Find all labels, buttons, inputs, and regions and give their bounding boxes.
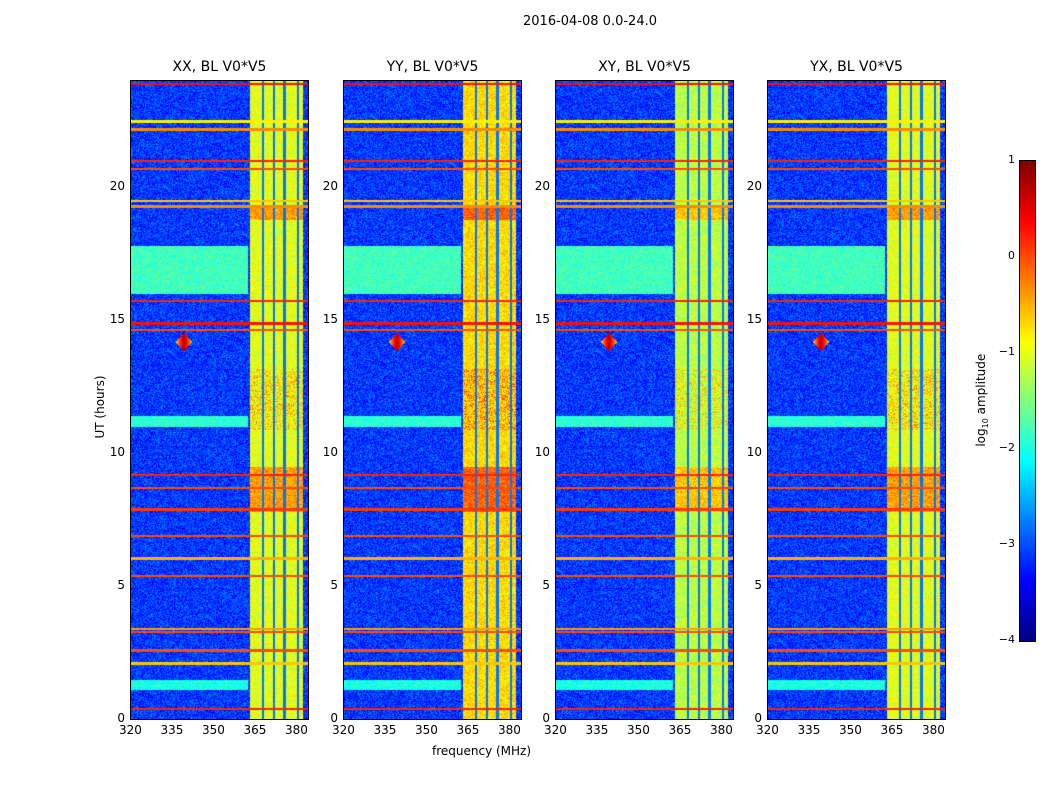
y-tick-label: 0 — [542, 711, 550, 725]
x-tick-label: 365 — [456, 723, 480, 737]
y-tick-label: 15 — [109, 312, 125, 327]
panel-3: YX, BL V0*V5 320 335 350 365 380 0 5 10 15 20 — [747, 59, 946, 737]
panel-0: XX, BL V0*V5 320 335 350 365 380 0 5 10 15 20 — [110, 59, 309, 737]
colorbar-label: log10 amplitude — [973, 353, 991, 447]
x-tick-label: 365 — [880, 723, 904, 737]
waterfall-heatmap — [344, 81, 521, 719]
y-tick-label: 0 — [754, 711, 762, 725]
panel-title: XX, BL V0*V5 — [172, 59, 267, 75]
x-axis-label: frequency (MHz) — [432, 744, 532, 758]
waterfall-heatmap — [768, 81, 945, 719]
panel-2: XY, BL V0*V5 320 335 350 365 380 0 5 10 15 20 — [535, 59, 734, 737]
y-tick-label: 20 — [534, 179, 550, 194]
colorbar-tick-label: −3 — [998, 537, 1015, 550]
x-tick-label: 380 — [284, 723, 308, 737]
y-tick-label: 10 — [534, 445, 550, 460]
y-tick-label: 15 — [746, 312, 762, 327]
waterfall-heatmap — [131, 81, 308, 719]
y-tick-label: 15 — [534, 312, 550, 327]
y-tick-label: 20 — [746, 179, 762, 194]
y-tick-label: 20 — [322, 179, 338, 194]
x-tick-label: 350 — [838, 723, 862, 737]
y-tick-label: 5 — [117, 578, 125, 593]
figure-title: 2016-04-08 0.0-24.0 — [523, 14, 657, 29]
x-tick-label: 320 — [756, 723, 779, 737]
colorbar-tick-label: −4 — [998, 633, 1015, 646]
colorbar-tick-label: 1 — [1008, 153, 1015, 166]
colorbar-tick-label: 0 — [1008, 249, 1015, 262]
x-tick-label: 335 — [797, 723, 821, 737]
x-tick-label: 380 — [709, 723, 733, 737]
y-tick-label: 15 — [322, 312, 338, 327]
x-tick-label: 350 — [414, 723, 438, 737]
x-tick-label: 365 — [243, 723, 267, 737]
x-tick-label: 350 — [201, 723, 225, 737]
y-tick-label: 0 — [117, 711, 125, 725]
x-tick-label: 380 — [497, 723, 521, 737]
y-tick-label: 10 — [322, 445, 338, 460]
x-tick-label: 335 — [160, 723, 184, 737]
colorbar-tick-label: −1 — [998, 345, 1015, 358]
x-tick-label: 380 — [921, 723, 945, 737]
y-axis-label: UT (hours) — [93, 375, 107, 439]
colorbar-tick-label: −2 — [998, 441, 1015, 454]
y-tick-label: 5 — [754, 578, 762, 593]
x-tick-label: 335 — [373, 723, 397, 737]
waterfall-heatmap — [556, 81, 733, 719]
panel-title: XY, BL V0*V5 — [598, 59, 691, 75]
y-tick-label: 5 — [542, 578, 550, 593]
y-tick-label: 10 — [109, 445, 125, 460]
colorbar — [1019, 160, 1036, 642]
x-tick-label: 365 — [668, 723, 692, 737]
y-tick-label: 0 — [330, 711, 338, 725]
panel-title: YY, BL V0*V5 — [386, 59, 479, 75]
x-tick-label: 320 — [332, 723, 355, 737]
x-tick-label: 335 — [585, 723, 609, 737]
panel-1: YY, BL V0*V5 320 335 350 365 380 0 5 10 15 20 — [323, 59, 522, 737]
y-tick-label: 5 — [330, 578, 338, 593]
x-tick-label: 350 — [626, 723, 650, 737]
y-tick-label: 10 — [746, 445, 762, 460]
y-tick-label: 20 — [109, 179, 125, 194]
panel-title: YX, BL V0*V5 — [810, 59, 903, 75]
x-tick-label: 320 — [544, 723, 567, 737]
x-tick-label: 320 — [119, 723, 142, 737]
